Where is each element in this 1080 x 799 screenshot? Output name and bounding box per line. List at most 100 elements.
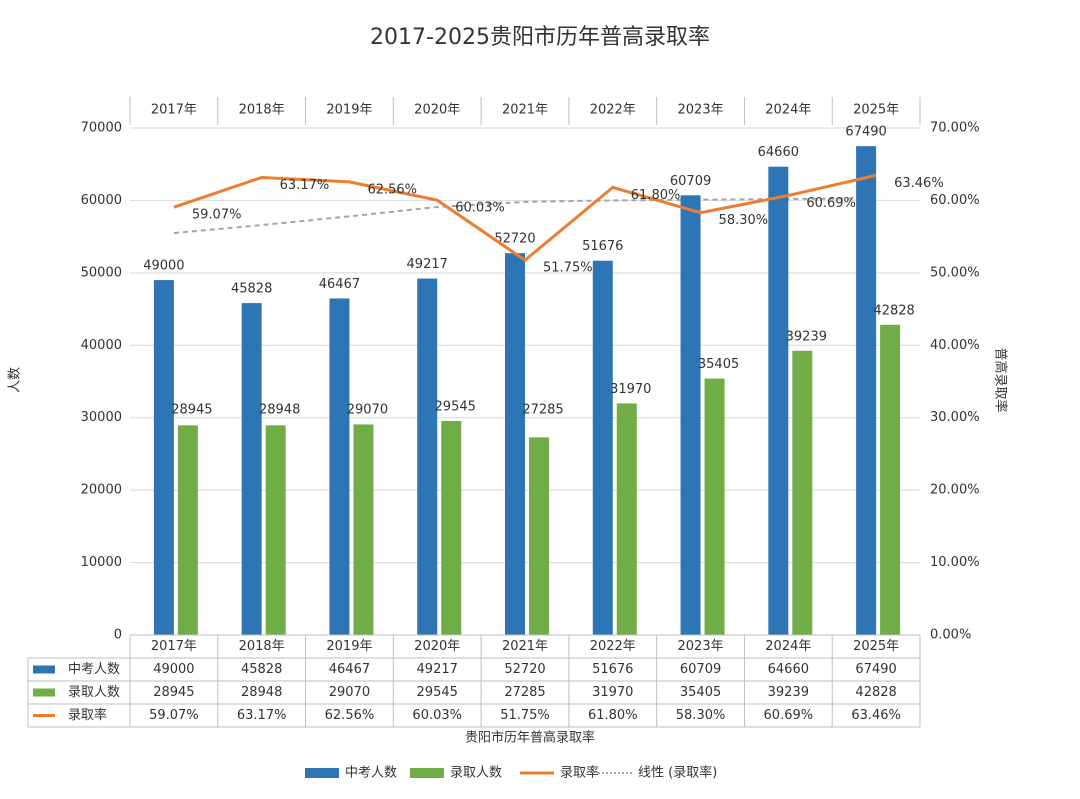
data-label: 31970 <box>610 382 651 397</box>
data-label: 49000 <box>143 259 184 274</box>
data-label: 60.03% <box>455 201 505 216</box>
data-label: 28948 <box>259 403 300 418</box>
data-label: 29545 <box>435 400 476 415</box>
y2-axis-title: 普高录取率 <box>993 347 1009 412</box>
data-label: 52720 <box>494 232 535 247</box>
data-label: 63.46% <box>894 176 944 191</box>
y-tick-label: 10000 <box>81 555 122 570</box>
bar <box>265 425 286 635</box>
table-header: 2022年 <box>590 639 636 654</box>
x-axis-title: 贵阳市历年普高录取率 <box>465 730 595 746</box>
bar <box>505 253 525 636</box>
y-tick-label: 0 <box>114 628 122 643</box>
y-tick-label: 50000 <box>81 265 122 280</box>
table-swatch <box>33 688 55 697</box>
bar <box>329 298 350 635</box>
data-label: 61.80% <box>631 188 681 203</box>
y-tick-label: 40000 <box>81 338 122 353</box>
y-tick-label: 60000 <box>81 193 122 208</box>
table-cell: 27285 <box>504 685 545 700</box>
bar <box>792 350 813 635</box>
table-cell: 49000 <box>153 662 194 677</box>
data-label: 51.75% <box>543 261 593 276</box>
y2-tick-label: 30.00% <box>930 410 980 425</box>
data-label: 58.30% <box>719 213 769 228</box>
table-header: 2023年 <box>678 639 724 654</box>
table-row-label: 录取率 <box>68 707 107 723</box>
bar <box>177 425 198 635</box>
rate-line <box>173 173 877 263</box>
y-tick-label: 30000 <box>81 410 122 425</box>
table-row-label: 录取人数 <box>68 685 120 700</box>
table-cell: 58.30% <box>676 708 726 723</box>
y-tick-label: 20000 <box>81 483 122 498</box>
table-cell: 45828 <box>241 662 282 677</box>
legend-label: 中考人数 <box>345 766 397 781</box>
table-cell: 63.17% <box>237 708 287 723</box>
chart-title: 2017-2025贵阳市历年普高录取率 <box>370 25 710 50</box>
x-top-label: 2022年 <box>590 103 636 118</box>
table-cell: 59.07% <box>149 708 199 723</box>
data-label: 46467 <box>319 277 360 292</box>
bar <box>880 324 901 635</box>
bar <box>153 280 174 635</box>
data-label: 35405 <box>698 357 739 372</box>
table-cell: 49217 <box>417 662 458 677</box>
data-label: 39239 <box>786 329 827 344</box>
data-label: 67490 <box>845 125 886 140</box>
x-top-label: 2019年 <box>326 103 372 118</box>
table-cell: 28945 <box>153 685 194 700</box>
data-label: 59.07% <box>192 208 242 223</box>
bar <box>616 403 637 635</box>
table-header: 2024年 <box>765 639 811 654</box>
table-cell: 60709 <box>680 662 721 677</box>
legend-label: 录取率 <box>560 765 599 781</box>
data-label: 51676 <box>582 239 623 254</box>
bar <box>768 166 789 635</box>
bar <box>441 421 462 635</box>
table-header: 2018年 <box>239 639 285 654</box>
data-label: 62.56% <box>367 182 417 197</box>
table-cell: 63.46% <box>851 708 901 723</box>
table-cell: 31970 <box>592 685 633 700</box>
legend-swatch <box>305 768 339 778</box>
table-cell: 64660 <box>768 662 809 677</box>
y2-tick-label: 60.00% <box>930 193 980 208</box>
table-header: 2025年 <box>853 639 899 654</box>
table-cell: 51.75% <box>500 708 550 723</box>
y-tick-label: 70000 <box>81 121 122 136</box>
legend-swatch <box>410 768 444 778</box>
data-label: 28945 <box>171 403 212 418</box>
table-cell: 61.80% <box>588 708 638 723</box>
y2-tick-label: 70.00% <box>930 121 980 136</box>
table-row-label: 中考人数 <box>68 662 120 677</box>
data-label: 27285 <box>522 403 563 418</box>
table-cell: 28948 <box>241 685 282 700</box>
table-cell: 62.56% <box>325 708 375 723</box>
x-top-label: 2024年 <box>765 103 811 118</box>
table-swatch <box>33 665 55 674</box>
x-top-label: 2018年 <box>239 103 285 118</box>
bar <box>680 195 701 635</box>
table-header: 2019年 <box>326 639 372 654</box>
y2-tick-label: 10.00% <box>930 555 980 570</box>
y2-tick-label: 20.00% <box>930 483 980 498</box>
table-cell: 60.03% <box>412 708 462 723</box>
table-cell: 39239 <box>768 685 809 700</box>
x-top-label: 2020年 <box>414 103 460 118</box>
data-label: 29070 <box>347 403 388 418</box>
x-top-label: 2021年 <box>502 103 548 118</box>
bar <box>592 260 613 635</box>
y2-tick-label: 0.00% <box>930 628 971 643</box>
table-cell: 60.69% <box>764 708 814 723</box>
table-header: 2017年 <box>151 639 197 654</box>
table-header: 2021年 <box>502 639 548 654</box>
data-label: 60709 <box>670 174 711 189</box>
data-label: 64660 <box>758 145 799 160</box>
table-cell: 52720 <box>504 662 545 677</box>
trend-line <box>173 197 877 235</box>
y2-tick-label: 50.00% <box>930 265 980 280</box>
table-cell: 29070 <box>329 685 370 700</box>
x-top-label: 2025年 <box>853 103 899 118</box>
